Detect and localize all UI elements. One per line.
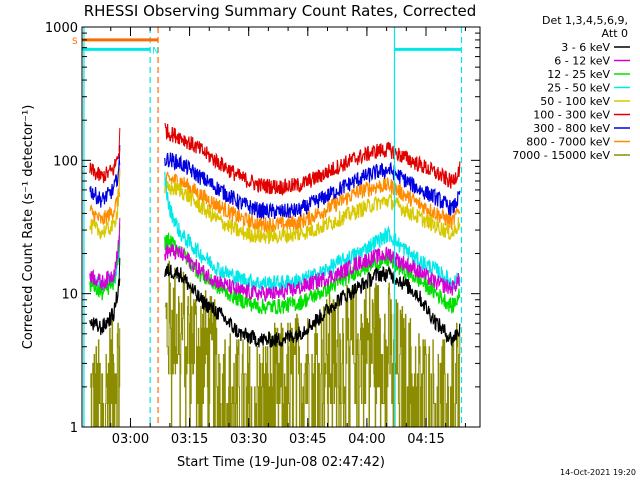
legend-entry-label: 100 - 300 keV — [533, 109, 610, 122]
legend-entry-label: 3 - 6 keV — [561, 41, 610, 54]
series-50-100-kev — [89, 170, 461, 245]
series-100-300-kev — [89, 122, 461, 197]
series-7000-15000-kev — [89, 260, 461, 427]
x-tick-label: 03:30 — [230, 432, 267, 447]
y-tick-label: 1 — [70, 421, 78, 436]
legend-entry-label: 800 - 7000 keV — [526, 136, 610, 149]
series-3-6-kev — [89, 258, 461, 348]
legend-entry-label: 50 - 100 keV — [540, 95, 610, 108]
plot-frame — [81, 26, 481, 428]
legend-header: Det 1,3,4,5,6,9, — [542, 14, 628, 27]
x-axis-label: Start Time (19-Jun-08 02:47:42) — [177, 455, 385, 470]
flag-label-0: S — [72, 37, 78, 47]
legend-entry-label: 7000 - 15000 keV — [512, 149, 610, 162]
plot-area — [89, 122, 461, 427]
legend-entry-label: 12 - 25 keV — [547, 68, 610, 81]
x-tick-label: 04:15 — [407, 432, 444, 447]
x-tick-label: 03:15 — [171, 432, 208, 447]
legend-entry-label: 6 - 12 keV — [554, 55, 610, 68]
x-tick-label: 03:00 — [112, 432, 149, 447]
y-tick-label: 1000 — [45, 21, 78, 36]
timestamp-footer: 14-Oct-2021 19:20 — [560, 468, 636, 477]
y-tick-label: 10 — [61, 288, 78, 303]
x-tick-label: 03:45 — [289, 432, 326, 447]
x-tick-label: 04:00 — [348, 432, 385, 447]
legend-entry-label: 300 - 800 keV — [533, 122, 610, 135]
chart-title: RHESSI Observing Summary Count Rates, Co… — [84, 2, 477, 20]
series-6-12-kev — [89, 217, 461, 302]
plot-marks: SN — [72, 27, 463, 427]
flag-label-1: N — [152, 46, 159, 56]
axes: 1 10 100 1000 03:00 03:15 03:30 03:45 04:00 04:15 — [45, 21, 480, 447]
y-tick-label: 100 — [53, 154, 78, 169]
legend-entry-label: 25 - 50 keV — [547, 82, 610, 95]
legend-header: Att 0 — [602, 27, 628, 40]
y-axis-label: Corrected Count Rate (s⁻¹ detector⁻¹) — [21, 105, 36, 350]
